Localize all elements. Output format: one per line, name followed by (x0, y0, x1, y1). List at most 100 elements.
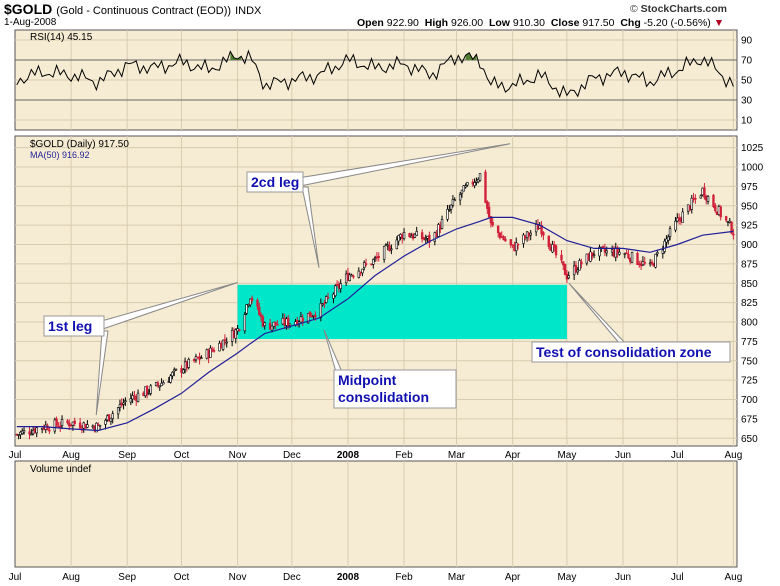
date-tick-label: Mar (448, 450, 466, 461)
price-tick-label: 800 (741, 318, 758, 329)
candle-body (667, 236, 670, 241)
candle-body (462, 185, 465, 192)
candle-body (529, 232, 532, 236)
candle-body (285, 318, 288, 326)
candle-body (21, 430, 24, 434)
candle-body (440, 219, 444, 229)
candle-body (82, 422, 85, 429)
candle-body (182, 369, 185, 374)
candle-body (209, 347, 212, 358)
candle-body (312, 315, 315, 317)
candle-body (106, 415, 109, 421)
candle-body (60, 419, 64, 426)
candle-body (415, 231, 418, 236)
candle-body (68, 422, 71, 427)
candle-body (563, 263, 567, 276)
candle-body (337, 284, 341, 289)
candle-body (489, 216, 493, 224)
candle-body (486, 201, 489, 209)
candle-body (154, 382, 158, 386)
candle-body (144, 386, 147, 397)
candle-body (187, 359, 190, 368)
ma50-series (16, 216, 734, 432)
candle-body (411, 234, 415, 239)
candle-body (116, 407, 120, 415)
candle-body (525, 231, 529, 238)
candle-body (370, 263, 373, 266)
volume-gridlines (70, 461, 734, 567)
stockcharts-logo: StockCharts.com (640, 3, 728, 15)
candle-body (487, 206, 491, 218)
candle-body (263, 322, 266, 326)
date-tick-label: Oct (174, 450, 190, 461)
date-tick-label: Aug (724, 450, 742, 461)
candle-body (616, 247, 619, 254)
candle-body (281, 317, 285, 325)
candle-body (33, 428, 37, 433)
annotation-text: Midpoint (338, 372, 397, 388)
candle-body (158, 385, 161, 388)
candle-body (98, 424, 102, 427)
open-value: 922.90 (386, 17, 419, 29)
candle-body (71, 421, 75, 426)
candle-body (53, 419, 57, 432)
candle-body (272, 321, 275, 327)
price-gridlines (15, 136, 737, 446)
candle-body (57, 425, 60, 428)
annotation-text: consolidation (338, 389, 429, 405)
candle-body (136, 392, 140, 402)
annotation-text: 1st leg (48, 318, 92, 334)
candle-body (726, 221, 730, 223)
candle-body (348, 274, 351, 281)
candle-body (200, 357, 203, 359)
callout-pointer (323, 329, 343, 373)
candle-body (515, 242, 518, 252)
date-tick-label: Feb (395, 572, 413, 583)
candle-body (35, 427, 38, 434)
chart-title: $GOLD (Gold - Continuous Contract (EOD)) I… (4, 1, 261, 17)
candle-body (297, 321, 301, 324)
candle-body (274, 321, 277, 326)
candle-body (605, 250, 608, 254)
date-tick-label: Jun (615, 450, 631, 461)
date-tick-label: Sep (118, 572, 136, 583)
date-tick-label: Apr (505, 572, 521, 583)
candle-body (207, 349, 210, 359)
candle-body (542, 232, 545, 236)
candle-body (84, 423, 87, 429)
candle-body (496, 225, 500, 233)
candle-body (156, 382, 160, 386)
candle-body (249, 298, 252, 306)
candle-body (408, 233, 411, 237)
low-label: Low (488, 17, 510, 29)
candle-body (314, 314, 317, 318)
candle-body (458, 194, 462, 201)
candle-body (516, 243, 520, 246)
candle-body (534, 224, 538, 233)
date-tick-label: Jul (9, 572, 22, 583)
candle-body (656, 252, 659, 255)
chg-value: -5.20 (-0.56%) (643, 17, 711, 29)
candle-body (129, 398, 133, 403)
candle-body (437, 224, 440, 237)
candle-body (435, 232, 438, 237)
down-arrow-icon: ▼ (713, 17, 725, 29)
candle-body (390, 248, 393, 251)
date-tick-label: May (557, 572, 576, 583)
candle-body (346, 272, 350, 281)
candle-body (705, 196, 708, 201)
candle-body (630, 251, 634, 263)
candle-body (335, 284, 339, 286)
callout-pointer (568, 282, 628, 345)
candle-body (623, 253, 627, 255)
candle-body (648, 262, 652, 265)
candle-body (192, 358, 196, 361)
candle-body (301, 317, 304, 322)
candle-body (591, 252, 594, 257)
date-tick-label: Mar (448, 572, 466, 583)
candle-body (131, 395, 134, 400)
date-tick-label: Nov (229, 572, 247, 583)
candle-body (258, 306, 261, 315)
candle-body (422, 237, 426, 240)
